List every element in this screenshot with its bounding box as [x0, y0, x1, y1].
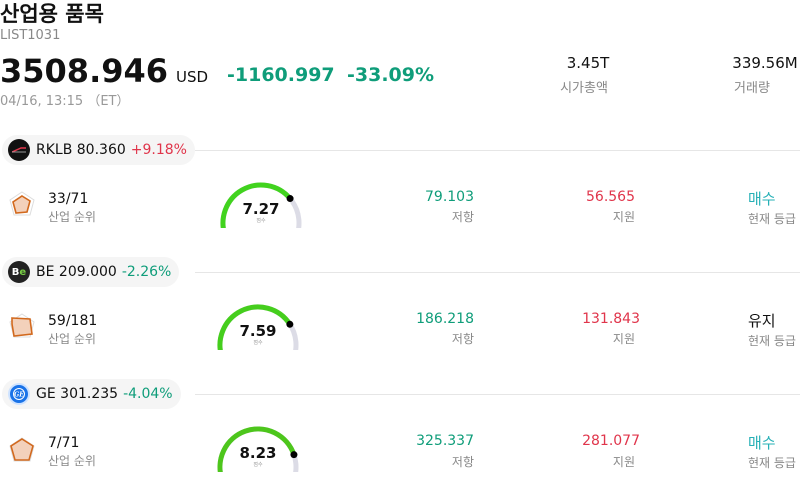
stock-change: +9.18%: [130, 142, 187, 158]
industry-rank: 59/181: [48, 313, 98, 329]
resistance-value: 186.218: [416, 311, 474, 327]
score-label: 점수: [253, 340, 263, 346]
support-label: 지원: [612, 455, 635, 469]
stock-price: 209.000: [58, 264, 117, 280]
page-title: 산업용 품목: [0, 2, 104, 26]
score-value: 7.27: [242, 200, 280, 218]
rating-signal: 매수: [748, 434, 776, 452]
resistance-label: 저항: [451, 455, 474, 469]
svg-text:GE: GE: [14, 392, 24, 399]
support-value: 56.565: [586, 189, 635, 205]
industry-rank: 33/71: [48, 191, 89, 207]
rating-signal: 매수: [748, 190, 776, 208]
score-label: 점수: [253, 462, 263, 468]
row-divider: [195, 150, 800, 151]
rank-radar-icon: [9, 313, 35, 338]
support-value: 281.077: [582, 433, 640, 449]
industry-rank-label: 산업 순위: [48, 332, 96, 346]
currency-label: USD: [176, 68, 209, 86]
stock-ticker: RKLB: [36, 142, 73, 158]
score-gauge: [217, 426, 299, 472]
volume-value: 339.56M: [732, 54, 798, 72]
score-value: 7.59: [239, 322, 277, 340]
timestamp: 04/16, 13:15 （ET）: [0, 94, 130, 109]
score-gauge: [217, 304, 299, 350]
row-divider: [195, 272, 800, 273]
stock-chip-rklb[interactable]: RKLB 80.360 +9.18%: [2, 135, 195, 165]
score-value: 8.23: [239, 444, 277, 462]
rank-radar-icon: [9, 191, 35, 216]
volume-label: 거래량: [734, 81, 770, 96]
rating-label: 현재 등급: [748, 456, 796, 470]
rank-radar-icon: [9, 437, 35, 462]
industry-rank: 7/71: [48, 435, 80, 451]
rating-signal: 유지: [748, 312, 776, 330]
price-change: -1160.997: [227, 64, 335, 86]
support-value: 131.843: [582, 311, 640, 327]
resistance-value: 325.337: [416, 433, 474, 449]
stock-ticker: GE: [36, 386, 56, 402]
index-price: 3508.946: [0, 52, 169, 90]
score-label: 점수: [256, 218, 266, 224]
row-divider: [195, 394, 800, 395]
price-change-percent: -33.09%: [347, 64, 435, 86]
support-label: 지원: [612, 332, 635, 346]
rklb-logo-icon: [8, 139, 30, 161]
stock-ticker: BE: [36, 264, 55, 280]
support-label: 지원: [612, 210, 635, 224]
resistance-label: 저항: [451, 332, 474, 346]
stock-change: -4.04%: [123, 386, 173, 402]
rating-label: 현재 등급: [748, 212, 796, 226]
rating-label: 현재 등급: [748, 334, 796, 348]
stock-change: -2.26%: [121, 264, 172, 280]
industry-rank-label: 산업 순위: [48, 210, 96, 224]
ge-logo-icon: GE: [8, 383, 30, 405]
resistance-value: 79.103: [425, 189, 474, 205]
score-gauge: [220, 182, 302, 228]
market-cap-label: 시가총액: [560, 81, 608, 96]
list-code: LIST1031: [0, 28, 61, 43]
stock-price: 80.360: [76, 142, 126, 158]
industry-rank-label: 산업 순위: [48, 454, 96, 468]
resistance-label: 저항: [451, 210, 474, 224]
stock-chip-ge[interactable]: GE GE 301.235 -4.04%: [2, 379, 181, 409]
market-cap-value: 3.45T: [566, 54, 610, 72]
stock-price: 301.235: [60, 386, 119, 402]
